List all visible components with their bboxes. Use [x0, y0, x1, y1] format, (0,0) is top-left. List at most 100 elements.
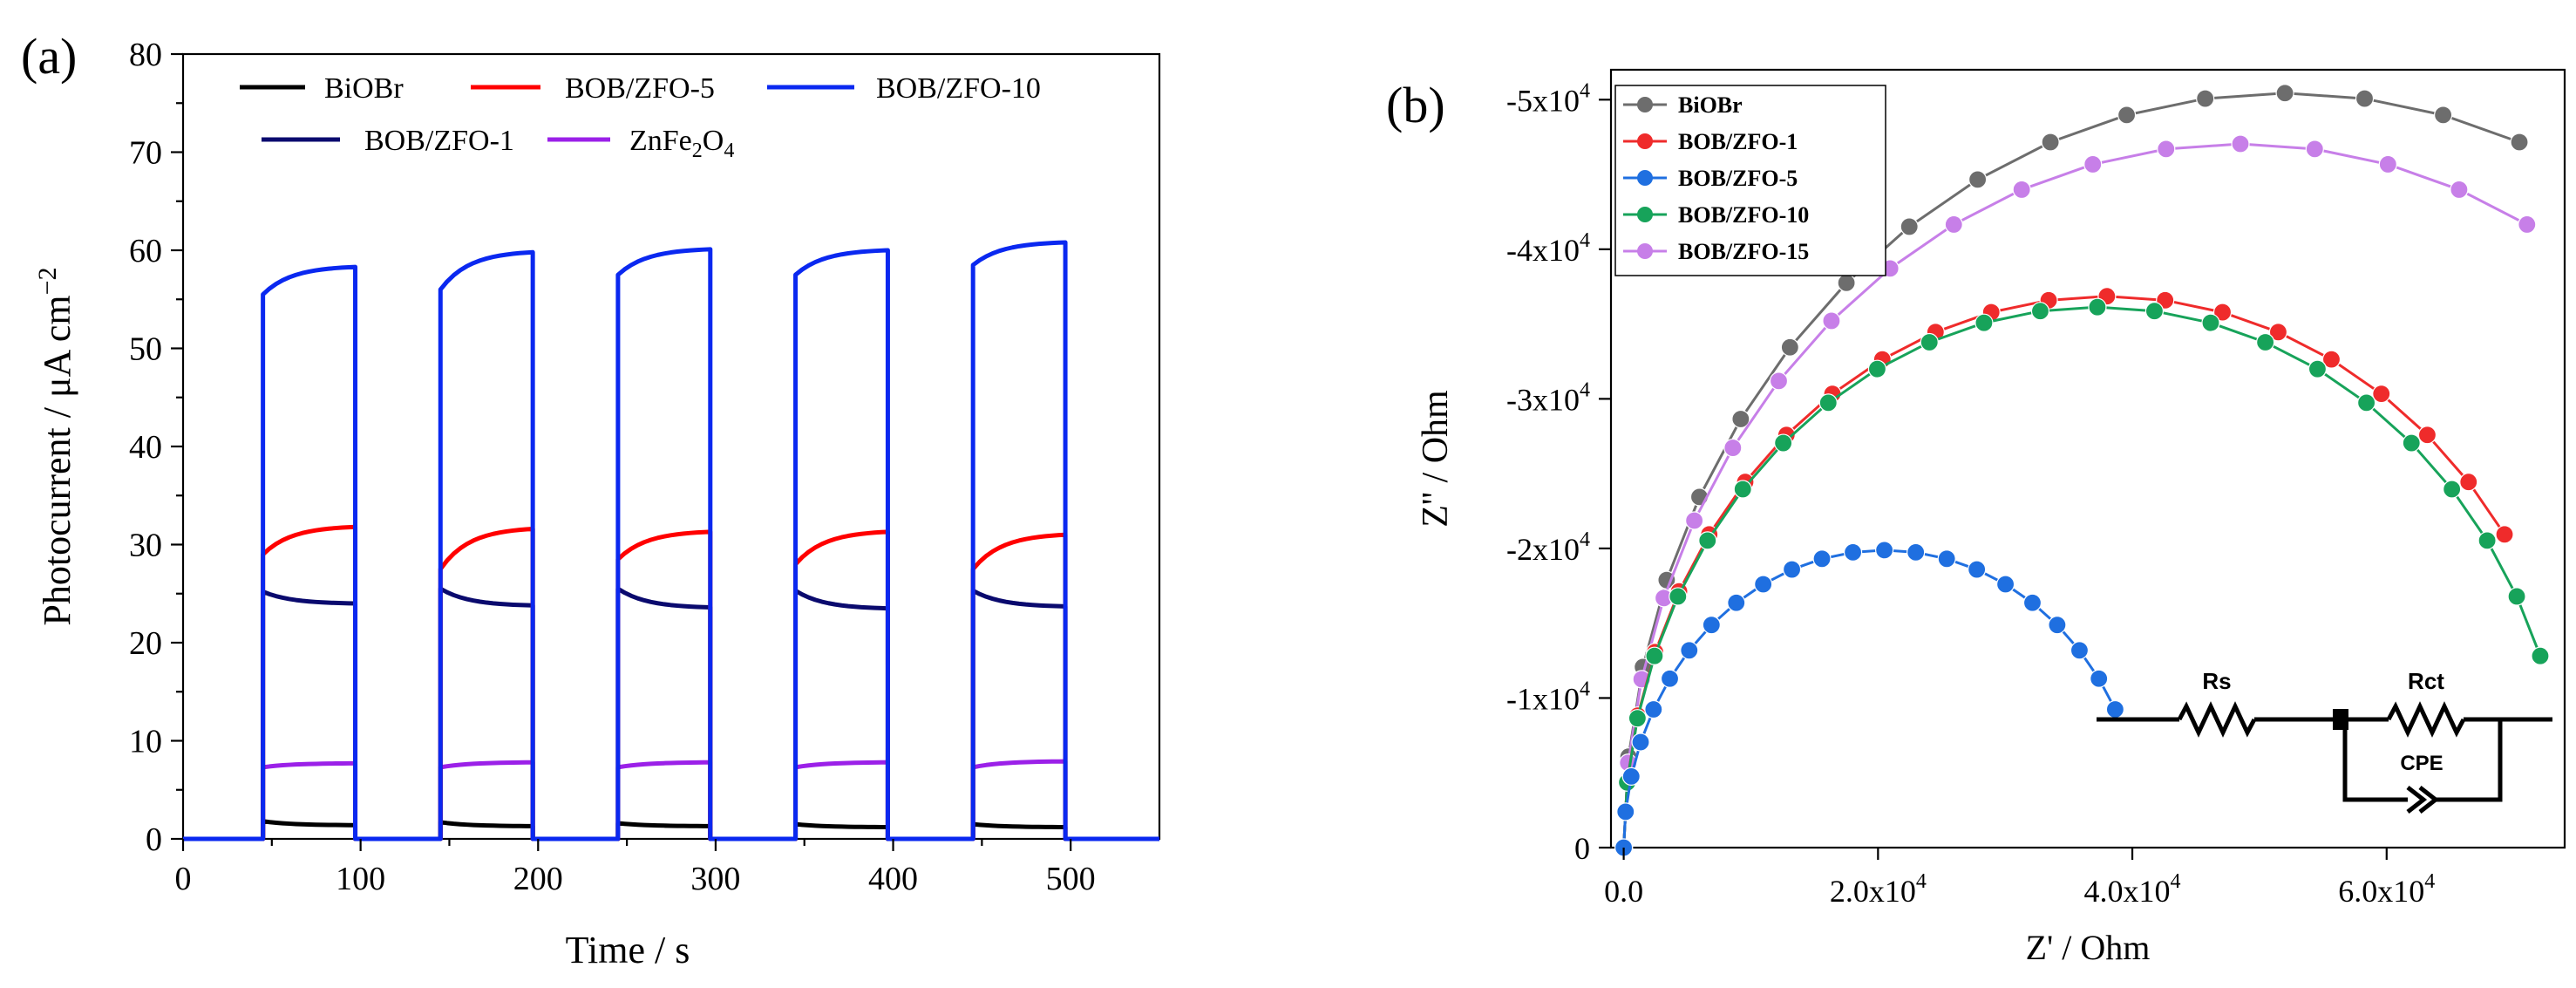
- marker-b-bob-zfo-10: [1818, 393, 1838, 412]
- marker-b-biobr: [2117, 106, 2137, 125]
- marker-b-bob-zfo-5: [1621, 767, 1641, 786]
- series-b-bob-zfo-15-line: [1622, 142, 2528, 848]
- marker-b-bob-zfo-5: [1660, 669, 1680, 688]
- marker-b-bob-zfo-5: [1812, 549, 1832, 569]
- y-tick-label-b-sup: 4: [1580, 79, 1590, 102]
- legend-b-label: BOB/ZFO-10: [1678, 202, 1809, 228]
- legend-a-item-znfe2o4: ZnFe2O4: [547, 125, 734, 162]
- marker-b-bob-zfo-10: [2088, 297, 2107, 317]
- x-tick-label-b-text: 4.0x10: [2084, 874, 2171, 909]
- x-tick-label-a: 200: [513, 861, 563, 897]
- marker-b-bob-zfo-1: [2321, 350, 2342, 369]
- marker-b-bob-zfo-15: [2083, 154, 2103, 174]
- x-tick-label-b-text: 2.0x10: [1830, 874, 1916, 909]
- legend-a-item-bob-zfo-5: BOB/ZFO-5: [471, 72, 715, 105]
- marker-b-bob-zfo-10: [2144, 302, 2165, 321]
- marker-b-bob-zfo-5: [1631, 732, 1650, 752]
- panel-a-label: (a): [21, 28, 77, 85]
- legend-b-swatch-marker: [1637, 243, 1653, 259]
- y-tick-label-b: -2x104: [1506, 528, 1590, 567]
- legend-b-box: [1614, 85, 1886, 276]
- marker-b-bob-zfo-10: [1733, 480, 1752, 499]
- series-a-bob-zfo-1: [183, 586, 1159, 842]
- marker-b-biobr: [2196, 89, 2215, 108]
- legend-b-item-biobr: BiOBr: [1623, 92, 1743, 118]
- marker-b-biobr: [2041, 133, 2060, 152]
- series-a-bob-zfo-5: [183, 524, 1159, 842]
- marker-b-biobr: [1900, 217, 1919, 236]
- series-b-bob-zfo-10-line: [1622, 305, 2542, 848]
- legend-b-item-bob-zfo-1: BOB/ZFO-1: [1623, 129, 1798, 154]
- marker-b-bob-zfo-5: [2090, 669, 2109, 688]
- marker-b-biobr: [2434, 106, 2453, 125]
- y-tick-label-b-sup: 4: [1580, 678, 1590, 700]
- marker-b-bob-zfo-10: [1774, 433, 1793, 453]
- marker-b-bob-zfo-5: [1907, 542, 1926, 562]
- y-tick-label-b-text: -4x10: [1506, 233, 1580, 268]
- nyquist-chart: (b) 0.0 2.0x104 4.0x104 6.0x1040-1x104-2x10…: [1386, 68, 2566, 967]
- marker-b-bob-zfo-15: [1685, 511, 1704, 530]
- legend-subscript: 2: [692, 140, 703, 162]
- marker-b-biobr: [2510, 133, 2529, 152]
- marker-b-bob-zfo-5: [1702, 616, 1721, 635]
- y-axis-label-a: Photocurrent / μA cm−2: [33, 267, 78, 625]
- marker-b-bob-zfo-10: [1628, 709, 1647, 728]
- marker-b-biobr: [1780, 337, 1799, 357]
- legend-b: BiOBr BOB/ZFO-1 BOB/ZFO-5 BOB/ZFO-10 BOB: [1614, 85, 1886, 276]
- marker-b-bob-zfo-10: [1867, 359, 1887, 378]
- circuit-resistor-rs: [2177, 701, 2257, 738]
- marker-b-bob-zfo-5: [1995, 575, 2015, 594]
- x-tick-label-a: 400: [868, 861, 918, 897]
- circuit-label-rs: Rs: [2202, 668, 2231, 694]
- circuit-wire-parallel-bottom-left: [2342, 719, 2408, 802]
- marker-b-bob-zfo-1: [2495, 525, 2514, 544]
- marker-b-biobr: [2275, 84, 2294, 103]
- marker-b-bob-zfo-5: [1616, 802, 1635, 821]
- marker-b-biobr: [1731, 409, 1750, 429]
- x-tick-label-b: 6.0x104: [2338, 870, 2435, 909]
- x-tick-label-a: 300: [690, 861, 740, 897]
- circuit-resistor-rct: [2386, 701, 2466, 738]
- plot-a-frame: [181, 52, 1161, 841]
- marker-b-bob-zfo-10: [2201, 313, 2220, 332]
- y-tick-label-b: -5x104: [1506, 79, 1590, 118]
- marker-b-bob-zfo-10: [2531, 646, 2550, 665]
- marker-b-bob-zfo-5: [1875, 541, 1894, 560]
- x-tick-label-b-sup: 4: [2424, 870, 2435, 893]
- legend-b-label: BOB/ZFO-1: [1678, 129, 1798, 154]
- y-tick-label-a: 30: [129, 528, 162, 564]
- y-tick-label-b: -3x104: [1506, 378, 1590, 417]
- y-tick-label-a: 0: [146, 821, 162, 858]
- y-tick-label-b: -1x104: [1506, 678, 1590, 716]
- plot-a-series: [183, 240, 1159, 842]
- legend-b-swatch-marker: [1637, 170, 1653, 186]
- x-tick-label-a: 0: [175, 861, 192, 897]
- marker-b-bob-zfo-10: [2308, 359, 2328, 378]
- plot-b-frame: [1609, 68, 2566, 849]
- legend-text: ZnFe: [629, 125, 692, 157]
- marker-b-bob-zfo-5: [1754, 575, 1773, 594]
- marker-b-bob-zfo-10: [1920, 332, 1939, 352]
- legend-b-swatch-marker: [1637, 133, 1653, 149]
- marker-b-bob-zfo-15: [1822, 311, 1841, 330]
- plot-a-ticks: 0 100 200 300 400 500 0 10 20 30 40 50 60 70 80: [129, 37, 1096, 897]
- marker-b-bob-zfo-1: [2459, 473, 2478, 492]
- circuit-label-rct: Rct: [2408, 668, 2444, 694]
- marker-b-bob-zfo-10: [1645, 646, 1664, 665]
- y-tick-label-a: 40: [129, 429, 162, 466]
- marker-b-bob-zfo-10: [1698, 531, 1717, 550]
- marker-b-bob-zfo-10: [2357, 393, 2376, 412]
- marker-b-bob-zfo-15: [2378, 154, 2397, 174]
- legend-b-item-bob-zfo-5: BOB/ZFO-5: [1623, 166, 1798, 191]
- x-tick-label-b-sup: 4: [1916, 870, 1927, 893]
- y-tick-label-b-text: -5x10: [1506, 83, 1580, 118]
- legend-b-swatch-marker: [1637, 97, 1653, 112]
- legend-a-label: BOB/ZFO-1: [364, 125, 514, 157]
- legend-a-label: ZnFe2O4: [629, 125, 734, 162]
- marker-b-bob-zfo-15: [2518, 215, 2537, 235]
- marker-b-bob-zfo-15: [2450, 180, 2469, 200]
- series-b-bob-zfo-5-line: [1622, 549, 2117, 848]
- marker-b-bob-zfo-5: [1680, 641, 1699, 660]
- legend-b-label: BOB/ZFO-5: [1678, 166, 1798, 191]
